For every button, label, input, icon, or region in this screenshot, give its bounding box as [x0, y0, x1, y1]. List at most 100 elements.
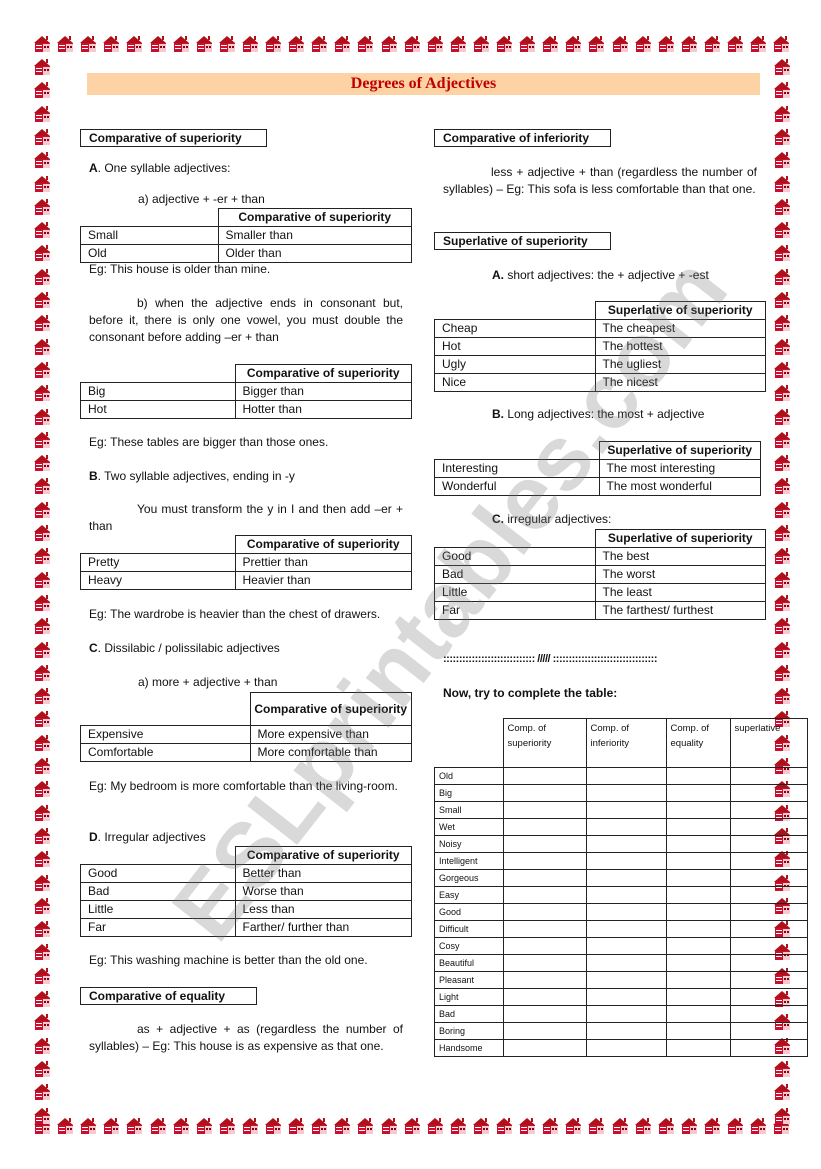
answer-cell[interactable]	[585, 954, 667, 972]
answer-cell[interactable]	[665, 920, 731, 938]
answer-cell[interactable]	[585, 903, 667, 921]
answer-cell[interactable]	[665, 937, 731, 955]
answer-cell[interactable]	[502, 988, 587, 1006]
answer-cell[interactable]	[502, 1039, 587, 1057]
answer-cell[interactable]	[729, 852, 808, 870]
answer-cell[interactable]	[729, 954, 808, 972]
adjective-cell: Heavy	[80, 571, 236, 590]
answer-cell[interactable]	[729, 1039, 808, 1057]
answer-cell[interactable]	[502, 903, 587, 921]
adjective-cell: Small	[80, 226, 219, 245]
exercise-row: Noisy	[434, 835, 808, 853]
answer-cell[interactable]	[665, 835, 731, 853]
answer-cell[interactable]	[502, 971, 587, 989]
answer-cell[interactable]	[502, 801, 587, 819]
house-icon	[218, 1117, 238, 1135]
house-icon	[241, 35, 261, 53]
answer-cell[interactable]	[729, 920, 808, 938]
answer-cell[interactable]	[585, 784, 667, 802]
house-icon	[773, 151, 793, 169]
answer-cell[interactable]	[502, 784, 587, 802]
adjective-cell: Nice	[434, 373, 596, 392]
answer-cell[interactable]	[665, 971, 731, 989]
answer-cell[interactable]	[665, 801, 731, 819]
answer-cell[interactable]	[585, 920, 667, 938]
house-icon	[773, 384, 793, 402]
answer-cell[interactable]	[665, 1022, 731, 1040]
adjective-cell: Comfortable	[80, 743, 251, 762]
text: . Irregular adjectives	[97, 830, 206, 844]
house-icon	[611, 35, 631, 53]
answer-cell[interactable]	[729, 784, 808, 802]
answer-cell[interactable]	[502, 869, 587, 887]
adjective-cell: Far	[80, 918, 236, 937]
house-icon	[33, 920, 53, 938]
answer-cell[interactable]	[665, 869, 731, 887]
answer-cell[interactable]	[502, 937, 587, 955]
answer-cell[interactable]	[585, 988, 667, 1006]
answer-cell[interactable]	[729, 971, 808, 989]
exercise-row: Handsome	[434, 1039, 808, 1057]
house-icon	[33, 454, 53, 472]
answer-cell[interactable]	[665, 954, 731, 972]
label: B.	[492, 407, 504, 421]
answer-cell[interactable]	[665, 784, 731, 802]
adjective-cell: Boring	[434, 1022, 504, 1040]
section-b-heading: B. Two syllable adjectives, ending in -y	[89, 468, 295, 485]
house-icon	[773, 175, 793, 193]
house-icon	[657, 1117, 677, 1135]
table-short-superlative: Superlative of superiority Cheap The cheap…	[434, 301, 766, 392]
answer-cell[interactable]	[585, 971, 667, 989]
form-cell: The farthest/ furthest	[594, 601, 766, 620]
answer-cell[interactable]	[585, 1005, 667, 1023]
answer-cell[interactable]	[502, 835, 587, 853]
answer-cell[interactable]	[729, 937, 808, 955]
answer-cell[interactable]	[585, 801, 667, 819]
answer-cell[interactable]	[665, 988, 731, 1006]
answer-cell[interactable]	[585, 835, 667, 853]
answer-cell[interactable]	[502, 852, 587, 870]
house-icon	[611, 1117, 631, 1135]
answer-cell[interactable]	[665, 767, 731, 785]
house-icon	[333, 35, 353, 53]
answer-cell[interactable]	[665, 903, 731, 921]
house-icon	[33, 664, 53, 682]
example-4: Eg: My bedroom is more comfortable than …	[89, 779, 398, 793]
answer-cell[interactable]	[502, 767, 587, 785]
answer-cell[interactable]	[585, 937, 667, 955]
answer-cell[interactable]	[665, 852, 731, 870]
answer-cell[interactable]	[502, 1005, 587, 1023]
answer-cell[interactable]	[729, 767, 808, 785]
answer-cell[interactable]	[729, 1022, 808, 1040]
answer-cell[interactable]	[502, 818, 587, 836]
answer-cell[interactable]	[729, 818, 808, 836]
answer-cell[interactable]	[729, 835, 808, 853]
table-row: Bad The worst	[434, 565, 766, 584]
answer-cell[interactable]	[502, 954, 587, 972]
answer-cell[interactable]	[729, 886, 808, 904]
answer-cell[interactable]	[665, 886, 731, 904]
answer-cell[interactable]	[585, 1022, 667, 1040]
answer-cell[interactable]	[585, 767, 667, 785]
answer-cell[interactable]	[585, 869, 667, 887]
answer-cell[interactable]	[665, 1005, 731, 1023]
answer-cell[interactable]	[502, 886, 587, 904]
answer-cell[interactable]	[502, 920, 587, 938]
answer-cell[interactable]	[665, 818, 731, 836]
answer-cell[interactable]	[665, 1039, 731, 1057]
answer-cell[interactable]	[729, 903, 808, 921]
answer-cell[interactable]	[585, 818, 667, 836]
answer-cell[interactable]	[729, 988, 808, 1006]
section-d-heading: D. Irregular adjectives	[89, 829, 206, 846]
answer-cell[interactable]	[729, 801, 808, 819]
answer-cell[interactable]	[729, 869, 808, 887]
answer-cell[interactable]	[585, 1039, 667, 1057]
house-icon	[495, 35, 515, 53]
answer-cell[interactable]	[585, 886, 667, 904]
answer-cell[interactable]	[729, 1005, 808, 1023]
answer-cell[interactable]	[585, 852, 667, 870]
house-icon	[773, 571, 793, 589]
adjective-cell: Gorgeous	[434, 869, 504, 887]
text: Long adjectives: the most + adjective	[504, 407, 705, 421]
answer-cell[interactable]	[502, 1022, 587, 1040]
